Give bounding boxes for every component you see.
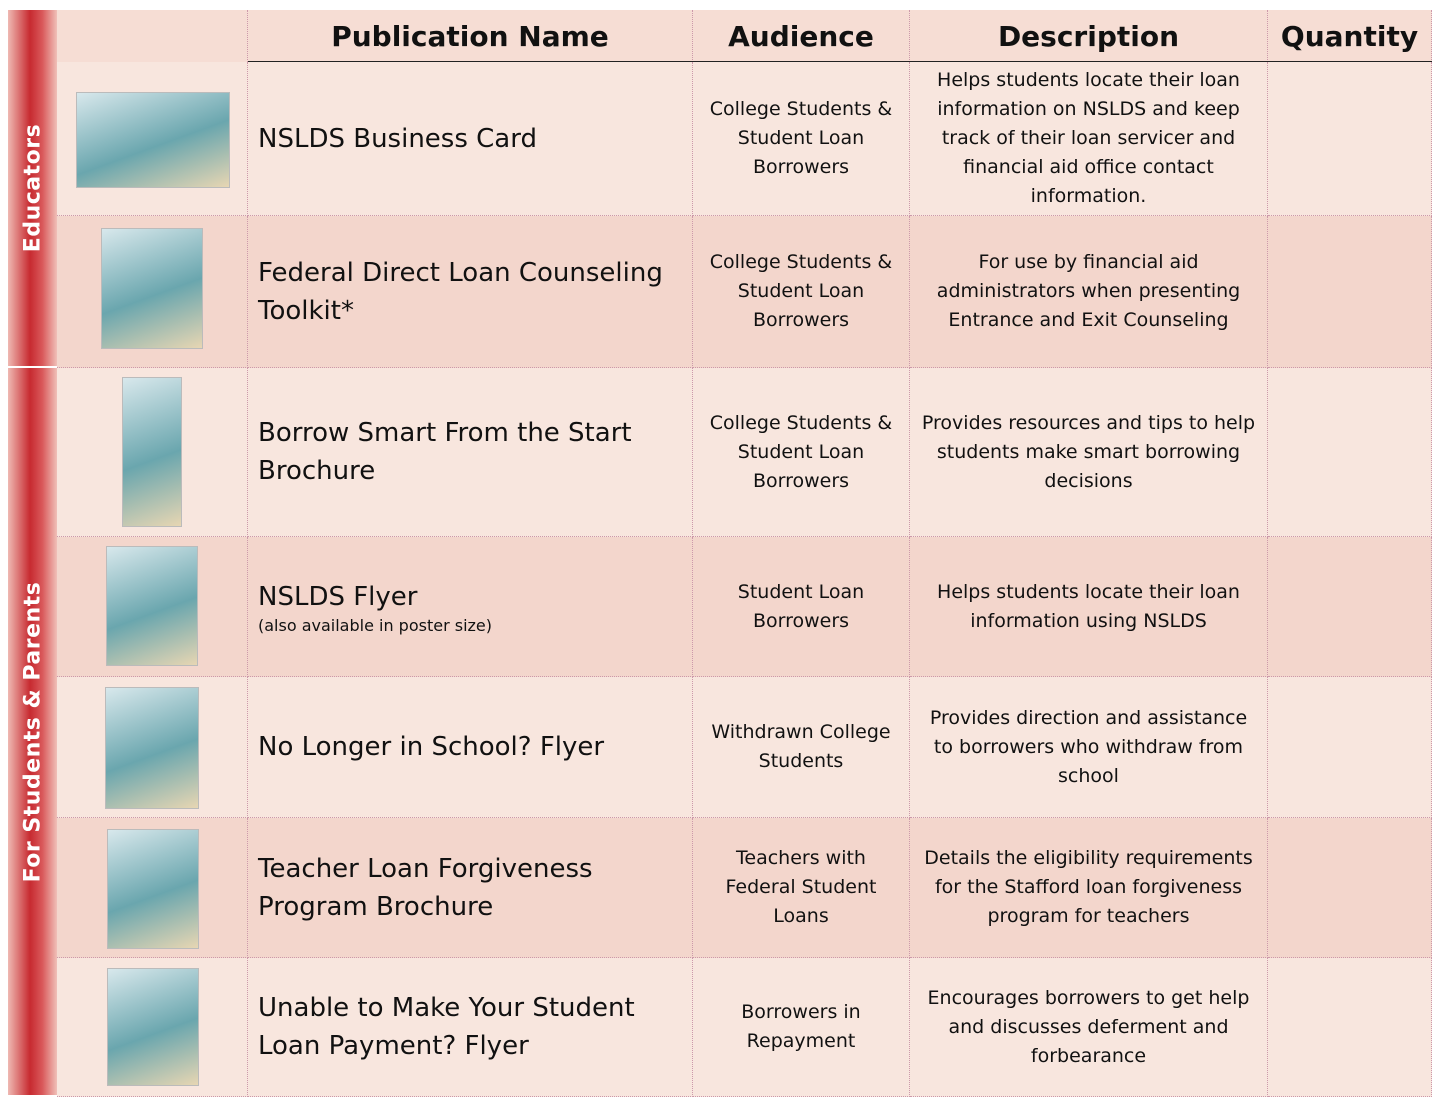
table-cell: College Students & Student Loan Borrower…	[693, 216, 910, 368]
audience: Teachers with Federal Student Loans	[725, 847, 877, 927]
section-label: Educators	[20, 123, 45, 253]
table-cell: Provides resources and tips to help stud…	[910, 368, 1268, 537]
description: Provides direction and assistance to bor…	[929, 706, 1248, 787]
publication-name: Unable to Make Your Student Loan Payment…	[258, 993, 635, 1061]
table-cell	[1268, 958, 1432, 1097]
table-cell: College Students & Student Loan Borrower…	[693, 368, 910, 537]
description: Provides resources and tips to help stud…	[921, 411, 1256, 492]
description: Encourages borrowers to get help and dis…	[927, 986, 1250, 1067]
audience: Student Loan Borrowers	[737, 580, 865, 632]
table-cell: Borrowers in Repayment	[693, 958, 910, 1097]
header-cell	[57, 10, 248, 62]
description: Helps students locate their loan informa…	[937, 580, 1240, 632]
audience: Withdrawn College Students	[711, 721, 891, 772]
table-cell	[1268, 62, 1432, 216]
table-cell: Student Loan Borrowers	[693, 537, 910, 677]
table-cell: Withdrawn College Students	[693, 677, 910, 818]
column-header: Quantity	[1268, 10, 1432, 62]
table-cell: Encourages borrowers to get help and dis…	[910, 958, 1268, 1097]
publication-name: No Longer in School? Flyer	[258, 732, 605, 762]
publication-thumbnail	[107, 968, 199, 1086]
section-band: Educators	[8, 10, 57, 368]
publication-name: NSLDS Business Card	[258, 123, 537, 154]
section-band: For Students & Parents	[8, 368, 57, 1097]
audience: College Students & Student Loan Borrower…	[709, 411, 893, 492]
publication-thumbnail	[106, 546, 198, 666]
table-cell: Borrow Smart From the Start Brochure	[248, 368, 693, 537]
audience: College Students & Student Loan Borrower…	[709, 98, 893, 178]
table-cell	[1268, 368, 1432, 537]
table-cell: Helps students locate their loan informa…	[910, 62, 1268, 216]
table-cell: NSLDS Flyer (also available in poster siz…	[248, 537, 693, 677]
publication-note: (also available in poster size)	[258, 615, 493, 635]
table-cell: College Students & Student Loan Borrower…	[693, 62, 910, 216]
audience: Borrowers in Repayment	[741, 1001, 861, 1052]
table-cell: Unable to Make Your Student Loan Payment…	[248, 958, 693, 1097]
publication-name: Federal Direct Loan Counseling Toolkit*	[258, 257, 663, 326]
table-cell: Teacher Loan Forgiveness Program Brochur…	[248, 818, 693, 958]
column-header: Audience	[693, 10, 910, 62]
table-cell	[1268, 818, 1432, 958]
table-cell	[1268, 216, 1432, 368]
table-cell: For use by financial aid administrators …	[910, 216, 1268, 368]
publication-thumbnail	[122, 377, 182, 527]
description: Helps students locate their loan informa…	[937, 69, 1240, 207]
table-cell: Details the eligibility requirements for…	[910, 818, 1268, 958]
table-cell: Helps students locate their loan informa…	[910, 537, 1268, 677]
publication-thumbnail	[105, 687, 199, 809]
column-header: Publication Name	[248, 10, 693, 62]
publication-thumbnail	[107, 829, 199, 949]
table-cell	[1268, 677, 1432, 818]
section-label: For Students & Parents	[20, 581, 45, 882]
description: Details the eligibility requirements for…	[924, 847, 1253, 927]
table-cell: Federal Direct Loan Counseling Toolkit*	[248, 216, 693, 368]
description: For use by financial aid administrators …	[936, 251, 1241, 331]
audience: College Students & Student Loan Borrower…	[709, 251, 893, 331]
table-cell: No Longer in School? Flyer	[248, 677, 693, 818]
table-cell	[1268, 537, 1432, 677]
publication-thumbnail	[76, 92, 230, 188]
column-header: Description	[910, 10, 1268, 62]
publication-name: Teacher Loan Forgiveness Program Brochur…	[258, 853, 593, 922]
table-cell: Teachers with Federal Student Loans	[693, 818, 910, 958]
publication-name: Borrow Smart From the Start Brochure	[258, 418, 632, 486]
publication-name: NSLDS Flyer	[258, 581, 418, 612]
table-cell: Provides direction and assistance to bor…	[910, 677, 1268, 818]
publication-thumbnail	[101, 228, 203, 349]
table-cell: NSLDS Business Card	[248, 62, 693, 216]
